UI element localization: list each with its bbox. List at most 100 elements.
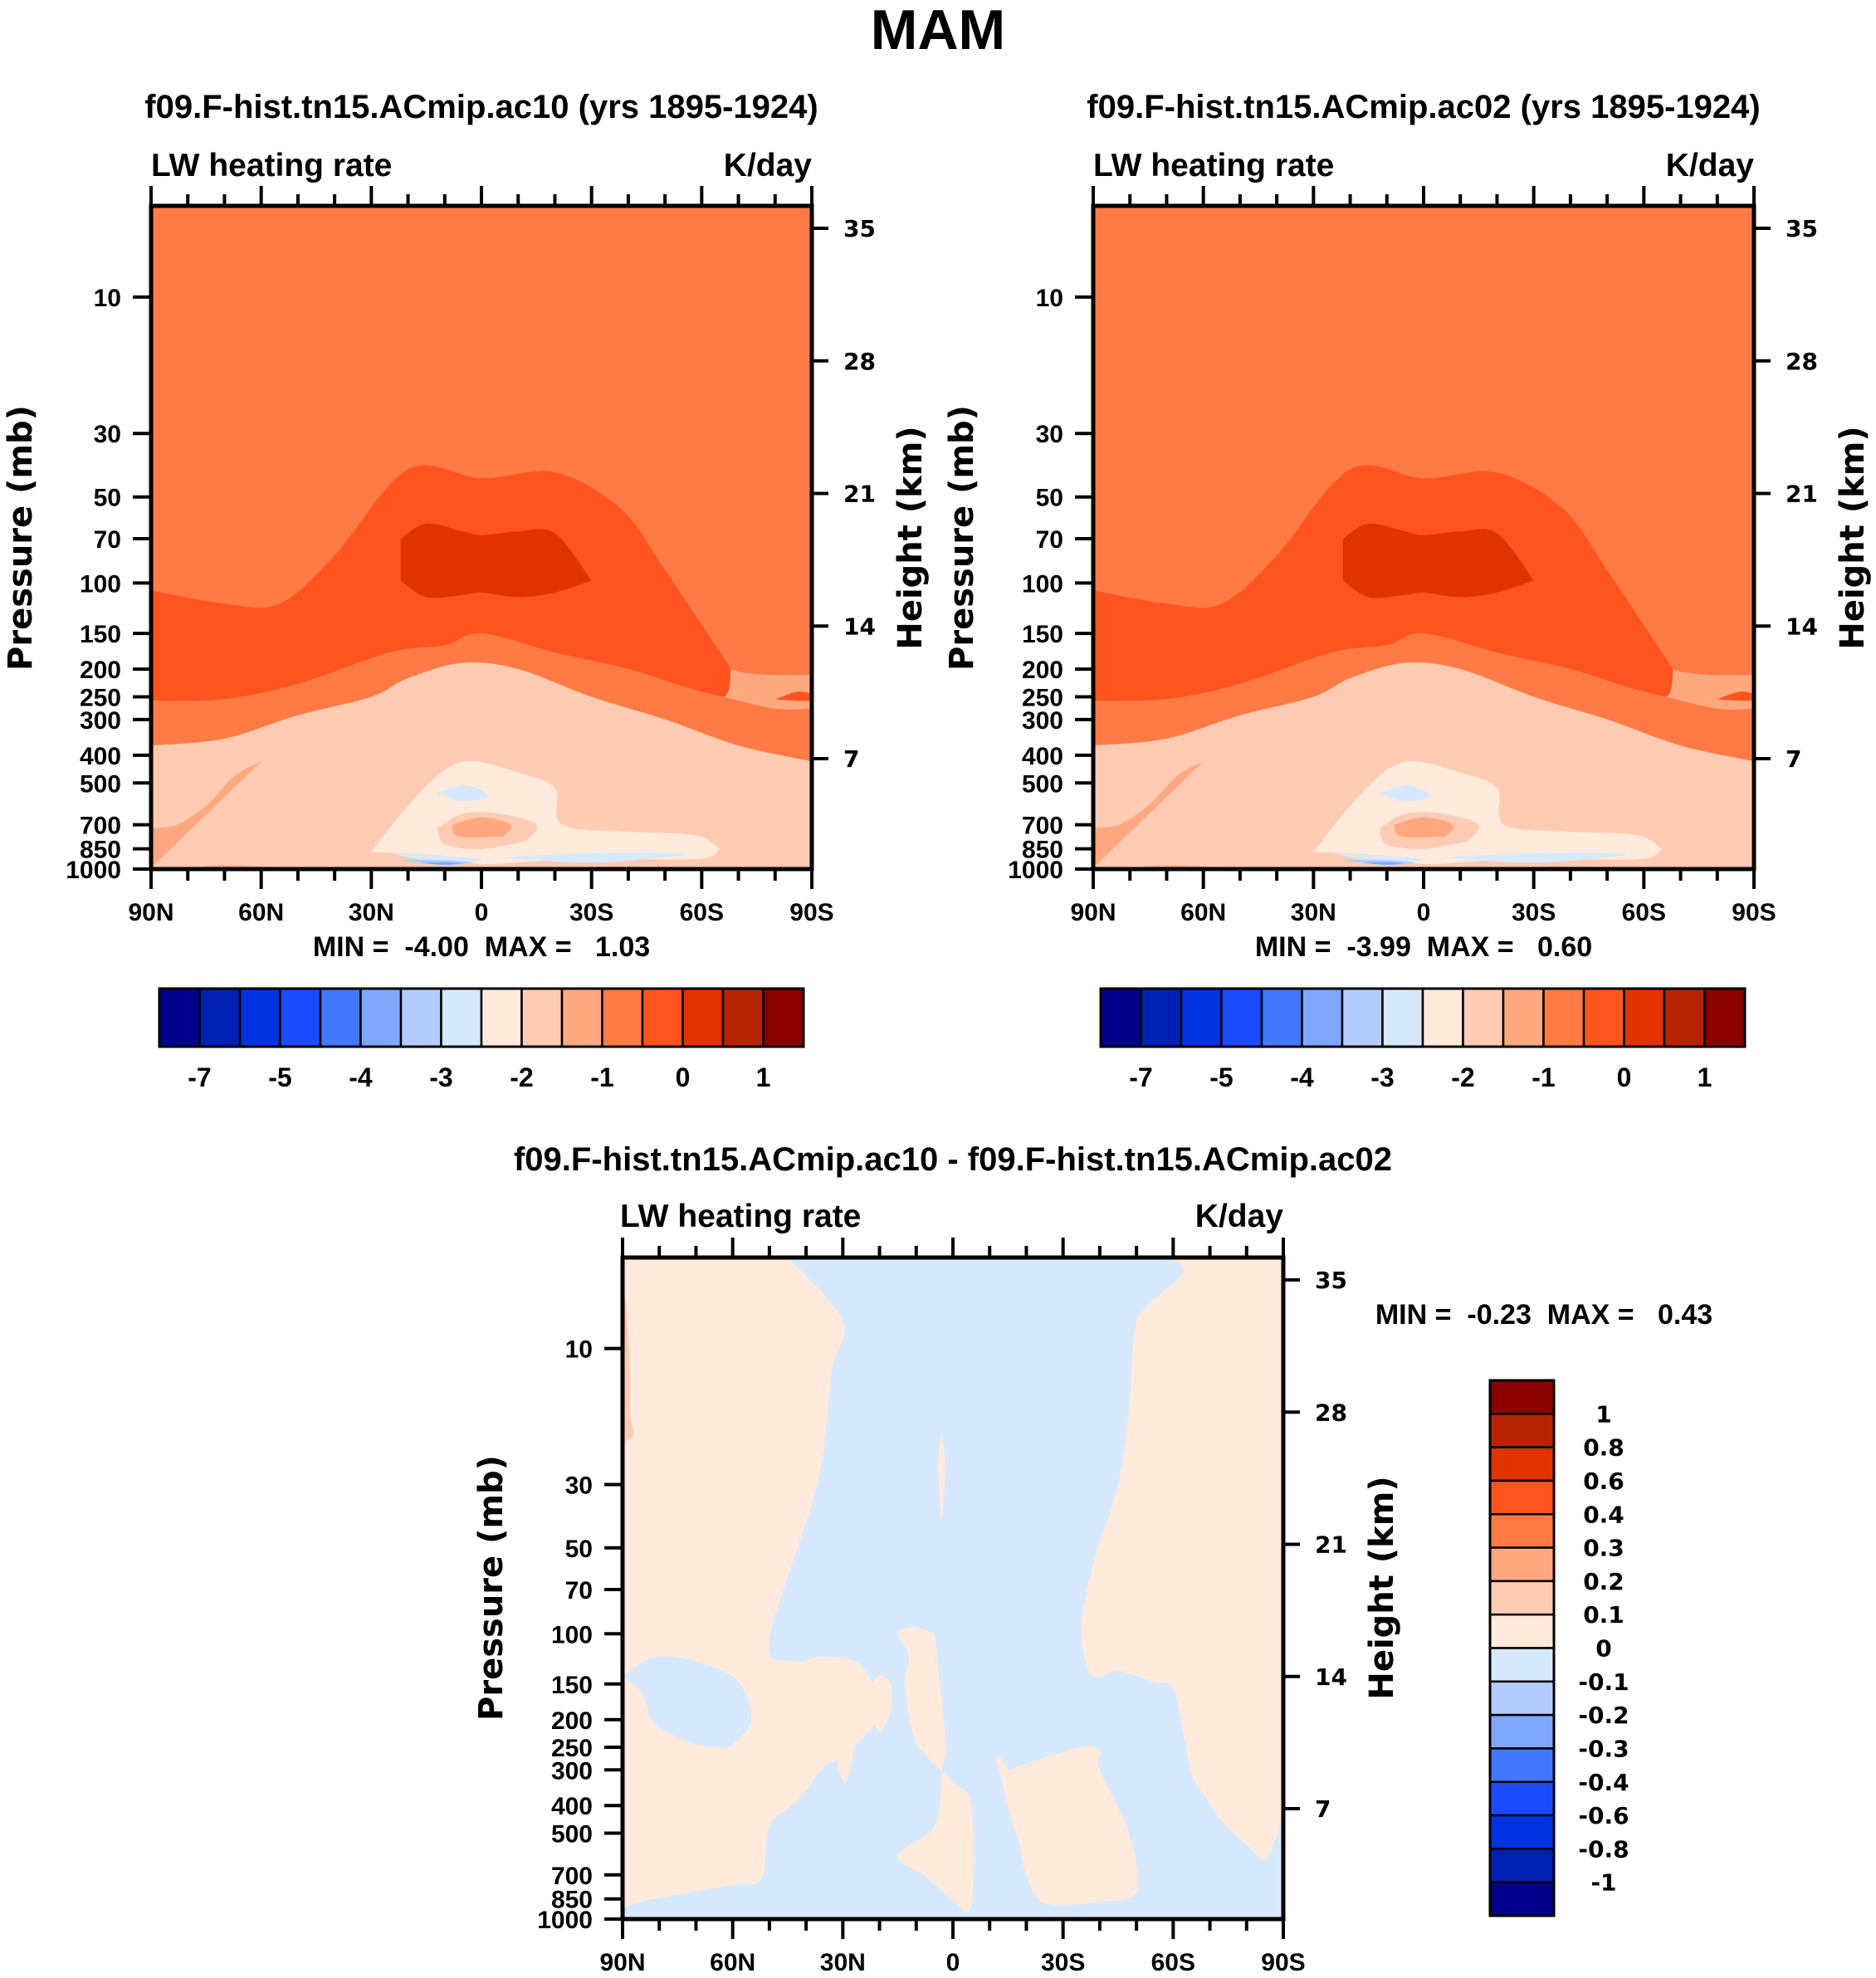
y-tick-label: 150 (80, 621, 121, 648)
panel-title: f09.F-hist.tn15.ACmip.ac10 (yrs 1895-192… (144, 89, 818, 125)
colorbar-label: 0 (1595, 1635, 1611, 1663)
colorbar: -7 -5 -4 -3 -2 -1 0 1 (158, 987, 805, 1092)
colorbar-box (1488, 1613, 1556, 1649)
contour-band (151, 761, 261, 868)
contour-band (1093, 206, 1754, 676)
colorbar-frame (1488, 1379, 1556, 1917)
x-tick-label: 0 (1417, 899, 1431, 926)
colorbar-box (1099, 987, 1142, 1048)
contour-band (938, 1434, 946, 1521)
colorbar-box (1488, 1513, 1556, 1549)
colorbar: -7 -5 -4 -3 -2 -1 0 1 (1099, 987, 1747, 1092)
colorbar-box (1488, 1881, 1556, 1917)
colorbar-label: 0.1 (1583, 1601, 1624, 1629)
colorbar-label: -0.4 (1578, 1769, 1629, 1796)
y2-tick-label: 21 (1786, 481, 1818, 508)
y-tick-label: 850 (551, 1887, 593, 1914)
colorbar-box (1462, 987, 1505, 1048)
units-label: K/day (1195, 1199, 1284, 1234)
variable-label: LW heating rate (151, 148, 392, 183)
colorbar-label: -1 (1590, 1869, 1616, 1897)
contour-band (1093, 632, 1754, 762)
y-tick-label: 70 (1036, 526, 1063, 554)
colorbar-box (520, 987, 564, 1048)
colorbar-box (1542, 987, 1585, 1048)
y-tick-label: 700 (551, 1863, 593, 1890)
contour-band (437, 785, 489, 802)
y2-tick-label: 21 (1315, 1531, 1347, 1559)
contour-band (418, 862, 463, 865)
y2-axis-label: Height (km) (1834, 426, 1872, 649)
colorbar-box (1703, 987, 1747, 1048)
colorbar-box (1220, 987, 1263, 1048)
x-tick-label: 0 (946, 1949, 960, 1976)
y-axis-label: Pressure (mb) (472, 1455, 511, 1721)
colorbar-box (1488, 1379, 1556, 1415)
x-tick-label: 60S (1622, 899, 1666, 926)
contour-band (1093, 761, 1204, 868)
panel-title: f09.F-hist.tn15.ACmip.ac10 - f09.F-hist.… (514, 1141, 1392, 1178)
colorbar-box (1421, 987, 1464, 1048)
colorbar-label: 0.6 (1583, 1468, 1624, 1495)
colorbar-label: -3 (1370, 1062, 1394, 1092)
colorbar-box (1488, 1848, 1556, 1883)
x-tick-label: 90S (1732, 899, 1776, 926)
x-tick-label: 60N (710, 1949, 755, 1976)
y-tick-label: 150 (551, 1672, 593, 1699)
y2-tick-label: 7 (1315, 1795, 1331, 1823)
figure-title: MAM (870, 0, 1006, 61)
colorbar-box (1301, 987, 1344, 1048)
colorbar-box (1260, 987, 1303, 1048)
contour-band (452, 817, 512, 838)
contour-band (500, 852, 684, 863)
y-tick-label: 1000 (537, 1907, 593, 1934)
y-tick-label: 50 (94, 485, 121, 512)
panel-title: f09.F-hist.tn15.ACmip.ac02 (yrs 1895-192… (1087, 89, 1760, 125)
colorbar-label: -5 (1209, 1062, 1233, 1092)
colorbar-box (1488, 1713, 1556, 1750)
colorbar-frame (1099, 987, 1747, 1048)
panel-ac02: f09.F-hist.tn15.ACmip.ac02 (yrs 1895-192… (943, 89, 1872, 1092)
contour-band (997, 1746, 1139, 1906)
y-tick-label: 10 (565, 1336, 593, 1364)
colorbar-box (1488, 1446, 1556, 1482)
colorbar-label: 0 (1617, 1062, 1632, 1092)
colorbar-box (1180, 987, 1223, 1048)
x-tick-label: 30N (349, 899, 394, 926)
colorbar-box (1488, 1580, 1556, 1616)
y-tick-label: 400 (80, 743, 121, 770)
y-tick-label: 400 (1022, 743, 1063, 770)
y-tick-label: 50 (1036, 485, 1063, 512)
colorbar-box (560, 987, 603, 1048)
y2-tick-label: 28 (843, 348, 876, 375)
contour-band (151, 632, 812, 762)
colorbar-label: 0.4 (1583, 1501, 1624, 1528)
colorbar-label: -0.3 (1578, 1735, 1629, 1762)
colorbar-box (1140, 987, 1183, 1048)
y-axis-label: Pressure (mb) (943, 405, 981, 671)
colorbar-box (480, 987, 523, 1048)
colorbar-box (641, 987, 684, 1048)
colorbar-label: -2 (1451, 1062, 1474, 1092)
colorbar-box (1488, 1413, 1556, 1448)
y2-tick-label: 35 (1315, 1267, 1347, 1294)
colorbar-box (440, 987, 483, 1048)
y-tick-label: 100 (551, 1621, 593, 1648)
y-tick-label: 300 (1022, 707, 1063, 735)
x-tick-label: 30N (1291, 899, 1336, 926)
contour-fill-area (1093, 206, 1754, 869)
y-tick-label: 50 (565, 1536, 593, 1563)
y2-tick-label: 14 (1315, 1663, 1347, 1691)
y2-tick-label: 35 (843, 215, 876, 242)
colorbar-label: 1 (756, 1062, 771, 1092)
y-tick-label: 200 (80, 657, 121, 684)
colorbar-box (721, 987, 765, 1048)
colorbar-box (1341, 987, 1384, 1048)
y-axis-label: Pressure (mb) (2, 405, 40, 671)
x-tick-label: 30S (569, 899, 613, 926)
y-tick-label: 100 (80, 570, 121, 598)
colorbar-box (1663, 987, 1706, 1048)
colorbar-label: 0.2 (1583, 1568, 1624, 1595)
colorbar-label: -0.6 (1578, 1802, 1629, 1829)
